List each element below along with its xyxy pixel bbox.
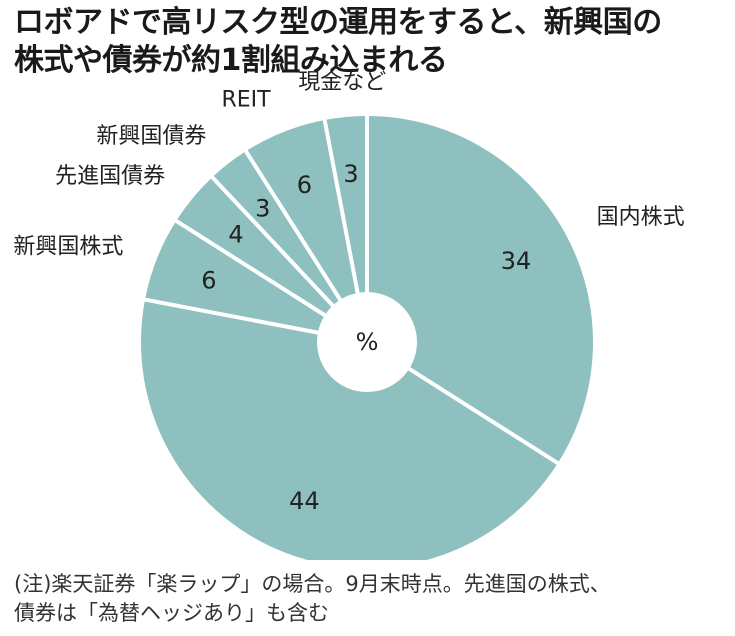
slice-category-labels: 国内株式先進国株式新興国株式先進国債券新興国債券REIT現金など: [13, 70, 685, 260]
center-unit-label: %: [356, 328, 379, 356]
footnote-line-2: 債券は「為替ヘッジあり」も含む: [14, 601, 329, 625]
pie-slice-4: [176, 177, 367, 342]
slice-category-label-3: 新興国株式: [13, 235, 123, 260]
slice-category-label-7: 現金など: [298, 70, 386, 95]
slice-category-label-reit: REIT: [221, 87, 271, 112]
footnote-line-1: (注)楽天証券「楽ラップ」の場合。9月末時点。先進国の株式、: [14, 572, 611, 596]
slice-category-label-1: 国内株式: [597, 205, 685, 230]
chart-title: ロボアドで高リスク型の運用をすると、新興国の 株式や債券が約1割組み込まれる: [14, 4, 724, 80]
slice-value-label-4: 4: [228, 221, 243, 249]
footnote: (注)楽天証券「楽ラップ」の場合。9月末時点。先進国の株式、 債券は「為替ヘッジ…: [14, 570, 724, 628]
slice-value-label-2: 44: [289, 487, 320, 515]
pie-slice-2: [141, 299, 558, 560]
donut-hole: [317, 292, 417, 392]
slice-value-label-1: 34: [501, 247, 532, 275]
pie-slice-3: [145, 220, 367, 342]
slice-value-label-6: 6: [297, 171, 312, 199]
slice-value-label-3: 6: [201, 266, 216, 294]
slice-value-label-7: 3: [343, 160, 358, 188]
slice-category-label-4: 先進国債券: [55, 164, 165, 189]
pie-slice-5: [212, 151, 367, 342]
slice-value-label-5: 3: [255, 195, 270, 223]
chart-title-line-2: 株式や債券が約1割組み込まれる: [14, 43, 448, 78]
slice-category-label-5: 新興国債券: [96, 124, 206, 149]
chart-title-line-1: ロボアドで高リスク型の運用をすると、新興国の: [14, 5, 662, 40]
pie-slice-6: [245, 120, 367, 342]
